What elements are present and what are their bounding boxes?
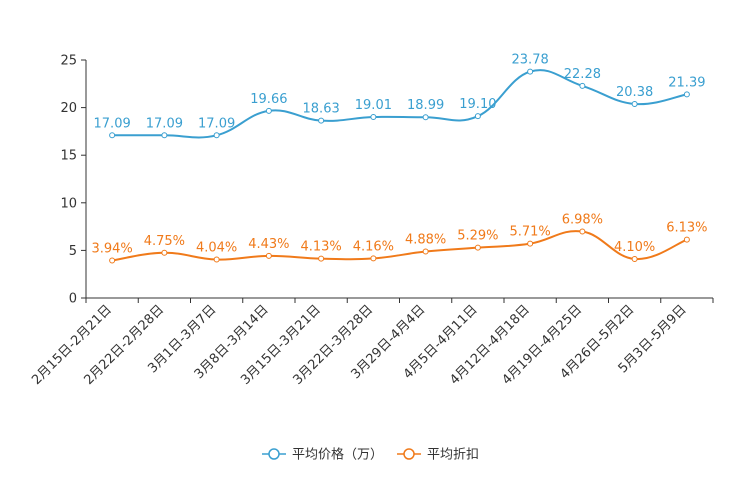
data-label-0-9: 22.28 <box>564 67 601 82</box>
data-labels: 17.09 17.09 17.09 19.66 18.63 19.01 18.99 19.10… <box>91 53 707 257</box>
data-points <box>109 68 690 264</box>
data-label-0-3: 19.66 <box>250 92 287 107</box>
data-point-0-7[interactable] <box>474 113 481 120</box>
legend-item-1[interactable]: 平均折扣 <box>397 448 479 463</box>
data-point-0-3[interactable] <box>265 107 272 114</box>
data-point-0-9[interactable] <box>579 82 586 89</box>
series-lines <box>111 69 688 262</box>
data-point-1-8[interactable] <box>527 240 534 247</box>
data-point-1-0[interactable] <box>109 257 116 264</box>
data-label-0-4: 18.63 <box>303 102 340 117</box>
data-label-1-11: 6.13% <box>666 221 707 236</box>
legend-item-0[interactable]: 平均价格（万） <box>262 447 383 463</box>
data-point-1-10[interactable] <box>631 255 638 262</box>
y-tick-label: 20 <box>60 101 77 116</box>
y-tick-label: 25 <box>60 54 77 69</box>
data-label-0-7: 19.10 <box>459 97 496 112</box>
y-tick-label: 15 <box>60 149 77 164</box>
data-label-0-1: 17.09 <box>146 116 183 131</box>
y-tick-label: 5 <box>69 244 77 259</box>
data-point-0-6[interactable] <box>422 114 429 121</box>
data-label-0-6: 18.99 <box>407 98 444 113</box>
data-label-1-6: 4.88% <box>405 233 446 248</box>
legend-label-1: 平均折扣 <box>427 448 479 463</box>
data-point-0-8[interactable] <box>527 68 534 75</box>
y-tick-label: 0 <box>69 292 77 307</box>
data-label-1-8: 5.71% <box>509 225 550 240</box>
data-label-1-2: 4.04% <box>196 241 237 256</box>
data-point-1-3[interactable] <box>265 252 272 259</box>
data-label-0-0: 17.09 <box>94 116 131 131</box>
data-label-1-0: 3.94% <box>91 241 132 256</box>
data-label-1-3: 4.43% <box>248 237 289 252</box>
data-point-1-1[interactable] <box>161 249 168 256</box>
data-label-1-1: 4.75% <box>144 234 185 249</box>
data-label-0-10: 20.38 <box>616 85 653 100</box>
data-point-0-4[interactable] <box>318 117 325 124</box>
series-line-0 <box>112 69 688 139</box>
data-label-1-4: 4.13% <box>300 240 341 255</box>
data-point-1-5[interactable] <box>370 255 377 262</box>
series-line-1 <box>111 230 688 262</box>
data-point-0-0[interactable] <box>109 132 116 139</box>
legend-marker-1 <box>403 448 415 460</box>
data-label-1-10: 4.10% <box>614 240 655 255</box>
data-point-0-2[interactable] <box>213 132 220 139</box>
data-point-1-6[interactable] <box>422 248 429 255</box>
y-tick-label: 10 <box>60 196 77 211</box>
data-point-1-11[interactable] <box>683 236 690 243</box>
data-point-1-7[interactable] <box>474 244 481 251</box>
legend[interactable]: 平均价格（万） 平均折扣 <box>262 447 479 463</box>
data-label-0-11: 21.39 <box>668 75 705 90</box>
data-label-0-8: 23.78 <box>512 53 549 68</box>
data-point-0-5[interactable] <box>370 114 377 121</box>
data-label-1-7: 5.29% <box>457 229 498 244</box>
legend-marker-0 <box>268 448 280 460</box>
data-label-0-5: 19.01 <box>355 98 392 113</box>
data-point-1-2[interactable] <box>213 256 220 263</box>
data-point-0-11[interactable] <box>683 91 690 98</box>
data-point-0-10[interactable] <box>631 100 638 107</box>
data-point-1-4[interactable] <box>318 255 325 262</box>
data-point-1-9[interactable] <box>579 228 586 235</box>
data-label-1-9: 6.98% <box>562 213 603 228</box>
legend-label-0: 平均价格（万） <box>292 447 383 463</box>
data-label-1-5: 4.16% <box>353 239 394 254</box>
data-label-0-2: 17.09 <box>198 116 235 131</box>
data-point-0-1[interactable] <box>161 132 168 139</box>
